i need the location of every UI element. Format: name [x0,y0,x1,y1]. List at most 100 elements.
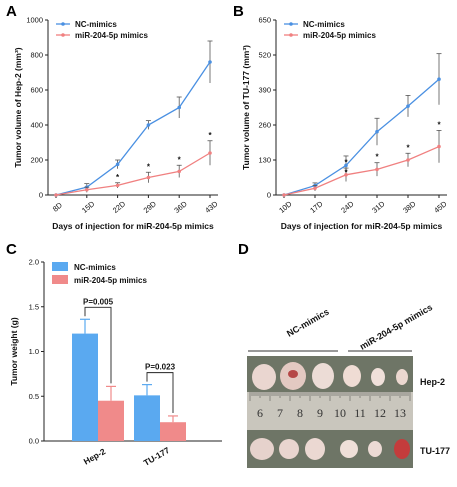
significance-bracket [84,306,112,384]
ruler-number: 10 [334,406,346,420]
x-tick-label: 24D [339,199,356,215]
y-tick-label: 1.0 [29,347,39,356]
significance-star: * [116,173,120,182]
panel-c: C 0.0 0.5 1.0 1.5 2.0 Tumor weight (g) Hep-2 P=… [6,241,222,468]
ruler-number: 7 [277,406,283,420]
y-tick-label: 200 [30,156,43,165]
y-axis-title: Tumor weight (g) [9,317,19,385]
series-line-0 [283,78,440,196]
data-point [85,187,89,192]
tumor [368,441,382,457]
x-axis-title: Days of injection for miR-204-5p mimics [281,221,443,231]
ruler-number: 8 [297,406,303,420]
legend-label-0: NC-mimics [75,20,117,29]
data-point [344,163,348,168]
tumor-photo: 6 7 8 9 10 11 12 13 [247,356,413,468]
ruler-number: 6 [257,406,263,420]
panel-d-letter: D [238,241,249,258]
y-tick-label: 1.5 [29,302,39,311]
x-tick-label: 45D [432,199,449,215]
data-point [282,193,286,197]
legend-marker-1 [61,33,65,37]
y-tick-label: 1000 [26,16,43,25]
significance-star: * [178,155,182,164]
x-axis-title: Days of injection for miR-204-5p mimics [52,221,214,231]
legend-label-0: NC-mimics [74,263,116,272]
y-axis-title: Tumor volume of Hep-2 (mm³) [13,47,23,167]
x-tick-label: 38D [401,199,418,215]
data-point [375,129,379,134]
y-tick-label: 0.5 [29,392,39,401]
tumor-row-hep2 [252,362,408,390]
x-tick-label: 22D [111,199,128,215]
p-value-label: P=0.005 [83,297,114,306]
chart-c: 0.0 0.5 1.0 1.5 2.0 Tumor weight (g) Hep-2 P=0.… [9,258,222,468]
data-point [115,162,120,167]
legend-marker-0 [289,22,293,26]
y-tick-label: 390 [258,86,271,95]
tumor [250,438,274,460]
data-point [115,183,120,188]
ruler-number: 11 [354,406,366,420]
panel-b: B 0 130 260 390 520 650 10D 17D 24D 31D 38D 45D Tumo… [233,3,449,231]
data-point [146,175,151,180]
legend-label-0: NC-mimics [303,20,345,29]
significance-star: * [375,153,379,162]
series-line-1 [283,145,440,196]
y-tick-label: 800 [30,51,43,60]
p-value-label: P=0.023 [145,363,176,372]
significance-star: * [208,131,212,140]
series-line-0 [55,61,211,196]
panel-d: D NC-mimics miR-204-5p mimics 6 7 8 9 10 11 12… [238,241,450,468]
legend-marker-0 [61,22,65,26]
x-tick-label: 36D [172,199,189,215]
x-category-label: Hep-2 [82,446,108,467]
legend-label-1: miR-204-5p mimics [74,276,147,285]
legend-marker-1 [289,33,293,37]
tumor-row-tu177 [250,438,410,460]
x-tick-label: 10D [277,199,294,215]
y-tick-label: 260 [258,121,271,130]
tumor [343,365,361,387]
bar [160,422,186,441]
y-axis-title: Tumor volume of TU-177 (mm³) [241,45,251,170]
x-category-label: TU-177 [142,445,172,468]
y-tick-label: 600 [30,86,43,95]
data-point [313,186,317,191]
panel-a: A 0 200 400 600 800 1000 8D 15D 22D 29D 36D 43D Tumo… [6,3,220,231]
tumor [279,439,299,459]
legend-swatch-1 [52,275,68,284]
data-point [375,167,379,172]
ruler-number: 13 [394,406,406,420]
y-tick-label: 650 [258,16,271,25]
data-point [406,104,410,108]
y-tick-label: 0.0 [29,437,39,446]
y-tick-label: 2.0 [29,258,39,267]
data-point [208,60,212,64]
ruler-number: 12 [374,406,386,420]
significance-star: * [147,162,151,171]
x-tick-label: 43D [203,199,220,215]
tumor [252,364,276,390]
legend-label-1: miR-204-5p mimics [75,31,148,40]
x-tick-label: 31D [370,199,387,215]
significance-star: * [344,158,348,167]
data-point [437,77,441,82]
tumor [394,439,410,459]
tumor [340,440,358,458]
row-label-hep2: Hep-2 [420,377,445,387]
ruler-ticks [249,392,411,401]
data-point [177,105,181,110]
y-tick-label: 0 [267,191,271,200]
bar [72,333,98,441]
x-tick-label: 8D [51,200,65,213]
data-point [146,123,151,127]
ruler-numbers: 6 7 8 9 10 11 12 13 [257,406,406,420]
panel-c-letter: C [6,241,17,258]
x-tick-label: 15D [80,199,97,215]
y-tick-label: 130 [258,156,271,165]
row-label-tu177: TU-177 [420,446,450,456]
legend-label-1: miR-204-5p mimics [303,31,376,40]
data-point [177,169,181,174]
